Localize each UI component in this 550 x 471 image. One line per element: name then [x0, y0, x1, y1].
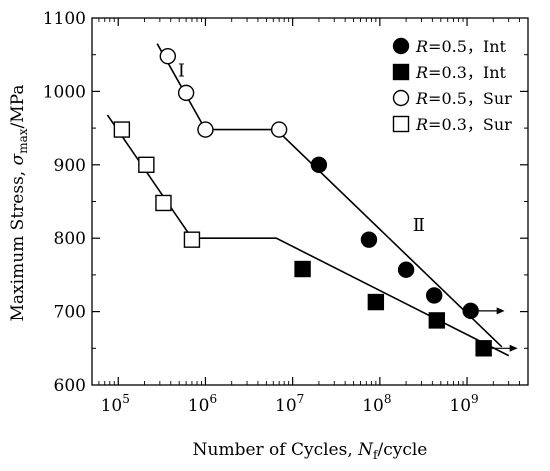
legend-item: R=0.3，Sur [392, 115, 512, 134]
data-point [428, 312, 446, 329]
data-point [475, 340, 492, 357]
x-tick-label: 107 [275, 392, 304, 416]
data-point [197, 121, 214, 138]
runout-arrowhead [496, 307, 505, 315]
y-axis-title: Maximum Stress, σmax/MPa [8, 85, 30, 322]
x-tick-label: 109 [449, 392, 478, 416]
data-point [183, 231, 201, 248]
legend-item: R=0.5，Int [392, 37, 507, 56]
region-label: Ⅰ [178, 61, 185, 82]
fit-line-2 [106, 114, 510, 357]
legend-label: R=0.5，Sur [415, 89, 512, 108]
axis-ticks: 600 700 800 900 1000 1100 105 106 107 108 109 [43, 9, 528, 416]
data-point [310, 156, 328, 174]
legend-item: R=0.3，Int [392, 63, 507, 82]
region-label: Ⅱ [413, 215, 425, 236]
x-axis-title: Number of Cycles, Nf/cycle [193, 440, 428, 462]
legend-label: R=0.3，Sur [415, 115, 512, 134]
y-tick-label: 1000 [43, 82, 86, 102]
axis-titles: Number of Cycles, Nf/cycle Maximum Stress… [8, 85, 427, 462]
data-point [294, 260, 311, 278]
data-point [177, 84, 195, 102]
runout-arrowhead [509, 344, 518, 352]
series-3 [159, 47, 288, 138]
legend-label: R=0.5，Int [415, 37, 507, 56]
y-tick-label: 1100 [43, 9, 86, 29]
legend-marker [392, 89, 410, 107]
data-point [270, 121, 288, 138]
legend-item: R=0.5，Sur [392, 89, 512, 108]
legend: R=0.5，Int R=0.3，Int R=0.5，Sur R=0.3，Sur [392, 37, 512, 134]
data-point [113, 121, 131, 138]
legend-marker [392, 63, 410, 81]
y-tick-label: 900 [54, 156, 86, 176]
series-1 [310, 156, 505, 320]
y-tick-label: 800 [54, 229, 86, 249]
data-point [462, 302, 479, 320]
y-tick-label: 700 [54, 303, 86, 323]
x-tick-label: 105 [101, 392, 130, 416]
data-point [425, 287, 443, 304]
y-tick-label: 600 [54, 376, 86, 396]
data-point [138, 156, 155, 174]
x-tick-label: 106 [188, 392, 217, 416]
legend-marker [392, 115, 410, 133]
data-point [155, 194, 172, 212]
legend-marker [392, 37, 410, 55]
x-tick-label: 108 [362, 392, 391, 416]
data-points [113, 47, 518, 357]
data-point [159, 47, 176, 65]
data-point [397, 261, 415, 278]
annotations: ⅠⅡ [178, 61, 425, 236]
data-point [367, 293, 385, 311]
series-2 [294, 260, 518, 357]
legend-label: R=0.3，Int [415, 63, 507, 82]
data-point [360, 231, 378, 248]
series-4 [113, 121, 201, 248]
